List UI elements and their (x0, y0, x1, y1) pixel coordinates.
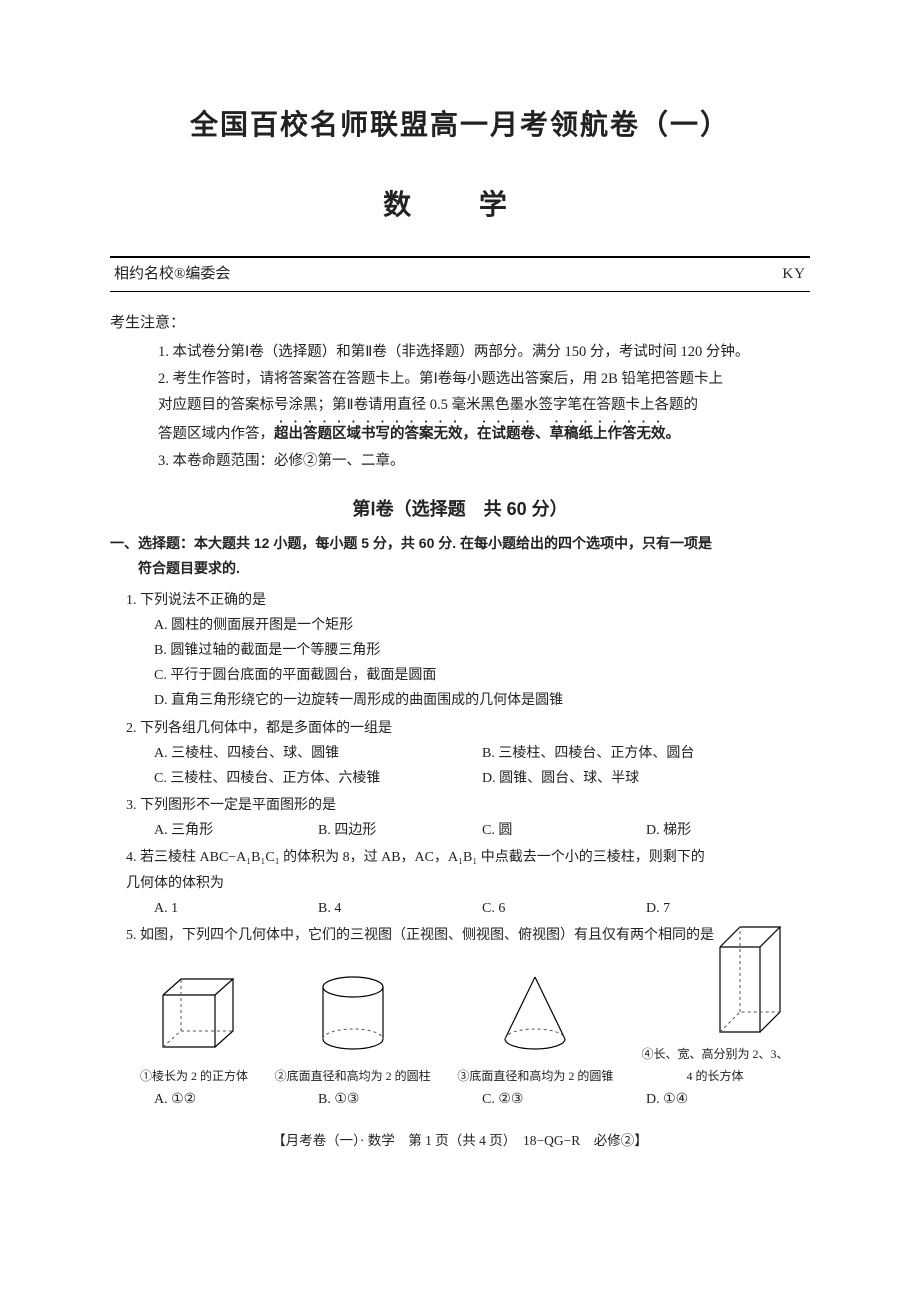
q3-D: D. 梯形 (646, 818, 810, 843)
code: KY (782, 261, 806, 288)
q1-A: A. 圆柱的侧面展开图是一个矩形 (110, 613, 810, 638)
committee: 相约名校®编委会 (114, 261, 230, 288)
fig3-label: ③底面直径和高均为 2 的圆锥 (457, 1066, 613, 1088)
q5-A: A. ①② (154, 1087, 318, 1112)
question-3: 3. 下列图形不一定是平面图形的是 A. 三角形 B. 四边形 C. 圆 D. … (110, 793, 810, 843)
q3-A: A. 三角形 (154, 818, 318, 843)
q5-stem: 5. 如图，下列四个几何体中，它们的三视图（正视图、侧视图、俯视图）有且仅有两个… (110, 923, 810, 948)
q2-row1: A. 三棱柱、四棱台、球、圆锥 B. 三棱柱、四棱台、正方体、圆台 (110, 741, 810, 766)
q5-options: A. ①② B. ①③ C. ②③ D. ①④ (110, 1087, 810, 1112)
notice-2a: 2. 考生作答时，请将答案答在答题卡上。第Ⅰ卷每小题选出答案后，用 2B 铅笔把… (158, 366, 810, 393)
meta-bar: 相约名校®编委会 KY (110, 256, 810, 292)
cube-icon (149, 965, 239, 1055)
q2-C: C. 三棱柱、四棱台、正方体、六棱锥 (154, 766, 482, 791)
exam-title: 全国百校名师联盟高一月考领航卷（一） (110, 100, 810, 150)
q5-figures: ①棱长为 2 的正方体 ②底面直径和高均为 2 的圆柱 (110, 948, 810, 1087)
exam-page: 全国百校名师联盟高一月考领航卷（一） 数 学 相约名校®编委会 KY 考生注意：… (80, 0, 840, 1193)
q5-B: B. ①③ (318, 1087, 482, 1112)
q4-stem-a: 4. 若三棱柱 ABC−A₁B₁C₁ 的体积为 8，过 AB，AC，A₁B₁ 中… (110, 845, 810, 870)
section-1-title: 第Ⅰ卷（选择题 共 60 分） (110, 493, 810, 525)
q3-options: A. 三角形 B. 四边形 C. 圆 D. 梯形 (110, 818, 810, 843)
q2-B: B. 三棱柱、四棱台、正方体、圆台 (482, 741, 810, 766)
notice-2b: 对应题目的答案标号涂黑；第Ⅱ卷请用直径 0.5 毫米黑色墨水签字笔在答题卡上各题… (158, 392, 810, 419)
notice-3: 3. 本卷命题范围：必修②第一、二章。 (158, 448, 810, 475)
fig2-label: ②底面直径和高均为 2 的圆柱 (275, 1066, 431, 1088)
subject-title: 数 学 (110, 180, 810, 230)
notice-header: 考生注意： (110, 310, 810, 337)
fig-3: ③底面直径和高均为 2 的圆锥 (457, 965, 613, 1088)
q1-C: C. 平行于圆台底面的平面截圆台，截面是圆面 (110, 663, 810, 688)
q1-stem: 1. 下列说法不正确的是 (110, 588, 810, 613)
q2-row2: C. 三棱柱、四棱台、正方体、六棱锥 D. 圆锥、圆台、球、半球 (110, 766, 810, 791)
q4-A: A. 1 (154, 896, 318, 921)
fig4-label: ④长、宽、高分别为 2、3、4 的长方体 (640, 1044, 790, 1087)
q4-B: B. 4 (318, 896, 482, 921)
fig-1: ①棱长为 2 的正方体 (140, 965, 248, 1088)
q3-B: B. 四边形 (318, 818, 482, 843)
fig-4: ④长、宽、高分别为 2、3、4 的长方体 (640, 952, 790, 1087)
q5-C: C. ②③ (482, 1087, 646, 1112)
cylinder-icon (308, 965, 398, 1055)
notice-2c-pre: 答题区域内作答， (158, 426, 274, 442)
q1-B: B. 圆锥过轴的截面是一个等腰三角形 (110, 638, 810, 663)
question-4: 4. 若三棱柱 ABC−A₁B₁C₁ 的体积为 8，过 AB，AC，A₁B₁ 中… (110, 845, 810, 921)
question-5: 5. 如图，下列四个几何体中，它们的三视图（正视图、侧视图、俯视图）有且仅有两个… (110, 923, 810, 1113)
instr-b: 符合题目要求的. (110, 556, 810, 581)
q5-D: D. ①④ (646, 1087, 810, 1112)
page-footer: 【月考卷（一）· 数学 第 1 页（共 4 页） 18−QG−R 必修②】 (110, 1129, 810, 1153)
notice-2c-em: 超出答题区域书写的答案无效，在试题卷、草稿纸上作答无效。 (274, 426, 680, 442)
q3-stem: 3. 下列图形不一定是平面图形的是 (110, 793, 810, 818)
notice-2c: 答题区域内作答，超出答题区域书写的答案无效，在试题卷、草稿纸上作答无效。 (158, 419, 810, 448)
cone-icon (490, 965, 580, 1055)
mc-instructions: 一、选择题：本大题共 12 小题，每小题 5 分，共 60 分. 在每小题给出的… (110, 531, 810, 581)
q2-stem: 2. 下列各组几何体中，都是多面体的一组是 (110, 716, 810, 741)
instr-a: 一、选择题：本大题共 12 小题，每小题 5 分，共 60 分. 在每小题给出的… (110, 535, 712, 551)
fig1-label: ①棱长为 2 的正方体 (140, 1066, 248, 1088)
question-1: 1. 下列说法不正确的是 A. 圆柱的侧面展开图是一个矩形 B. 圆锥过轴的截面… (110, 588, 810, 714)
fig-2: ②底面直径和高均为 2 的圆柱 (275, 965, 431, 1088)
q3-C: C. 圆 (482, 818, 646, 843)
q1-D: D. 直角三角形绕它的一边旋转一周形成的曲面围成的几何体是圆锥 (110, 688, 810, 713)
q2-A: A. 三棱柱、四棱台、球、圆锥 (154, 741, 482, 766)
q4-stem-b: 几何体的体积为 (110, 871, 810, 896)
question-2: 2. 下列各组几何体中，都是多面体的一组是 A. 三棱柱、四棱台、球、圆锥 B.… (110, 716, 810, 792)
notice-list: 1. 本试卷分第Ⅰ卷（选择题）和第Ⅱ卷（非选择题）两部分。满分 150 分，考试… (110, 339, 810, 475)
notice-1: 1. 本试卷分第Ⅰ卷（选择题）和第Ⅱ卷（非选择题）两部分。满分 150 分，考试… (158, 339, 810, 366)
q4-C: C. 6 (482, 896, 646, 921)
q4-options: A. 1 B. 4 C. 6 D. 7 (110, 896, 810, 921)
q2-D: D. 圆锥、圆台、球、半球 (482, 766, 810, 791)
